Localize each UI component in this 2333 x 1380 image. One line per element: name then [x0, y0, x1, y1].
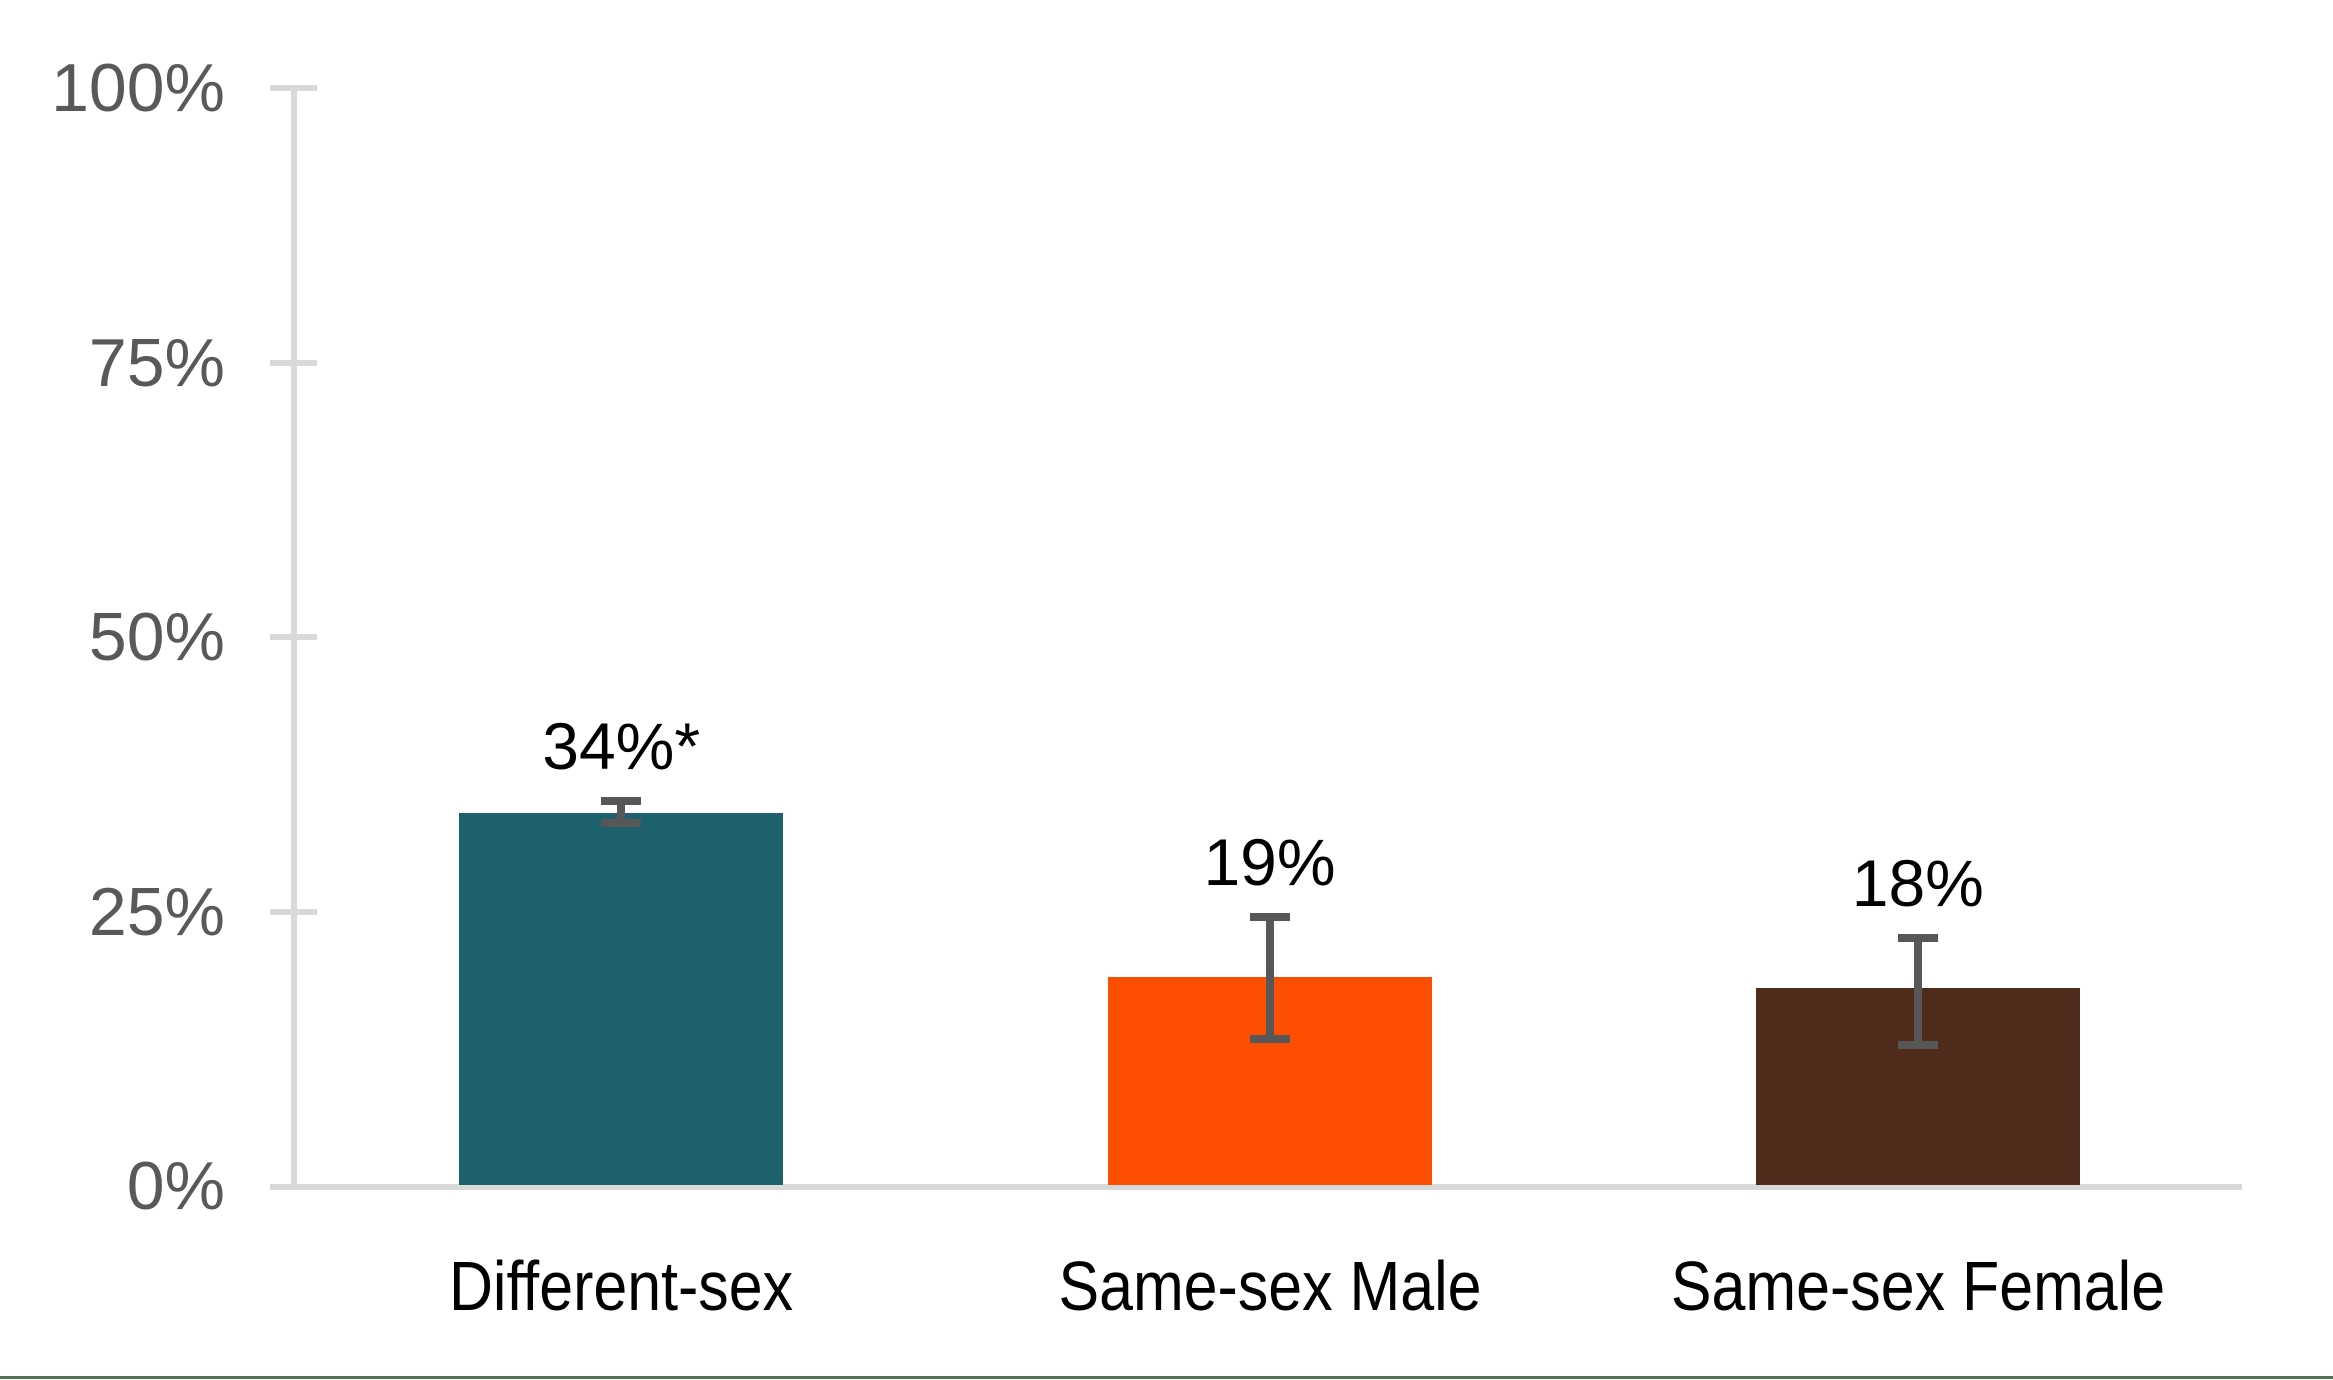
- bar-0: [459, 812, 784, 1185]
- error-bar-top-cap-2: [1897, 933, 1938, 942]
- error-bar-bottom-cap-2: [1897, 1041, 1938, 1050]
- error-bar-stem-2: [1913, 937, 1922, 1046]
- error-bar-bottom-cap-0: [601, 818, 642, 827]
- error-bar-bottom-cap-1: [1249, 1034, 1290, 1043]
- category-label-0: Different-sex: [449, 1247, 794, 1325]
- error-bar-stem-0: [617, 800, 626, 823]
- y-tick-label-25: 25%: [88, 873, 225, 950]
- error-bar-stem-1: [1265, 916, 1274, 1039]
- category-label-1: Same-sex Male: [1057, 1247, 1482, 1325]
- category-label-2: Same-sex Female: [1670, 1247, 2165, 1325]
- y-tick-label-75: 75%: [88, 324, 225, 401]
- x-axis-line: [270, 1184, 2242, 1190]
- y-tick-label-100: 100%: [51, 50, 225, 126]
- y-tick-label-0: 0%: [126, 1148, 225, 1224]
- y-tick-100: [270, 85, 317, 91]
- y-tick-75: [270, 359, 317, 366]
- page-bottom-border: [0, 1376, 2333, 1379]
- value-label-0: 34%*: [542, 708, 701, 783]
- y-tick-25: [270, 908, 317, 915]
- error-bar-top-cap-1: [1249, 912, 1290, 921]
- value-label-2: 18%: [1851, 845, 1984, 920]
- error-bar-top-cap-0: [601, 796, 642, 805]
- y-tick-label-50: 50%: [88, 599, 225, 675]
- y-tick-50: [270, 634, 317, 640]
- value-label-1: 19%: [1203, 824, 1336, 899]
